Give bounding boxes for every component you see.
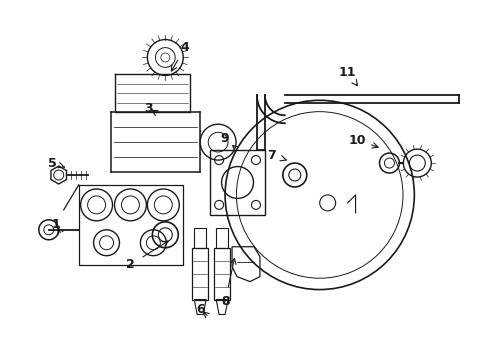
Text: 7: 7 (267, 149, 276, 162)
Text: 10: 10 (348, 134, 366, 147)
Text: 4: 4 (181, 41, 189, 54)
Text: 9: 9 (220, 132, 229, 145)
Text: 5: 5 (48, 157, 57, 170)
Bar (214, 248, 229, 300)
Bar (192, 248, 208, 300)
Text: 11: 11 (338, 66, 356, 79)
Text: 2: 2 (126, 258, 135, 271)
Text: 3: 3 (144, 102, 152, 115)
Text: 1: 1 (51, 218, 60, 231)
Text: 6: 6 (196, 303, 204, 316)
Bar (194, 228, 206, 248)
Bar (210, 150, 264, 215)
Text: 8: 8 (220, 295, 229, 308)
Bar (216, 228, 227, 248)
